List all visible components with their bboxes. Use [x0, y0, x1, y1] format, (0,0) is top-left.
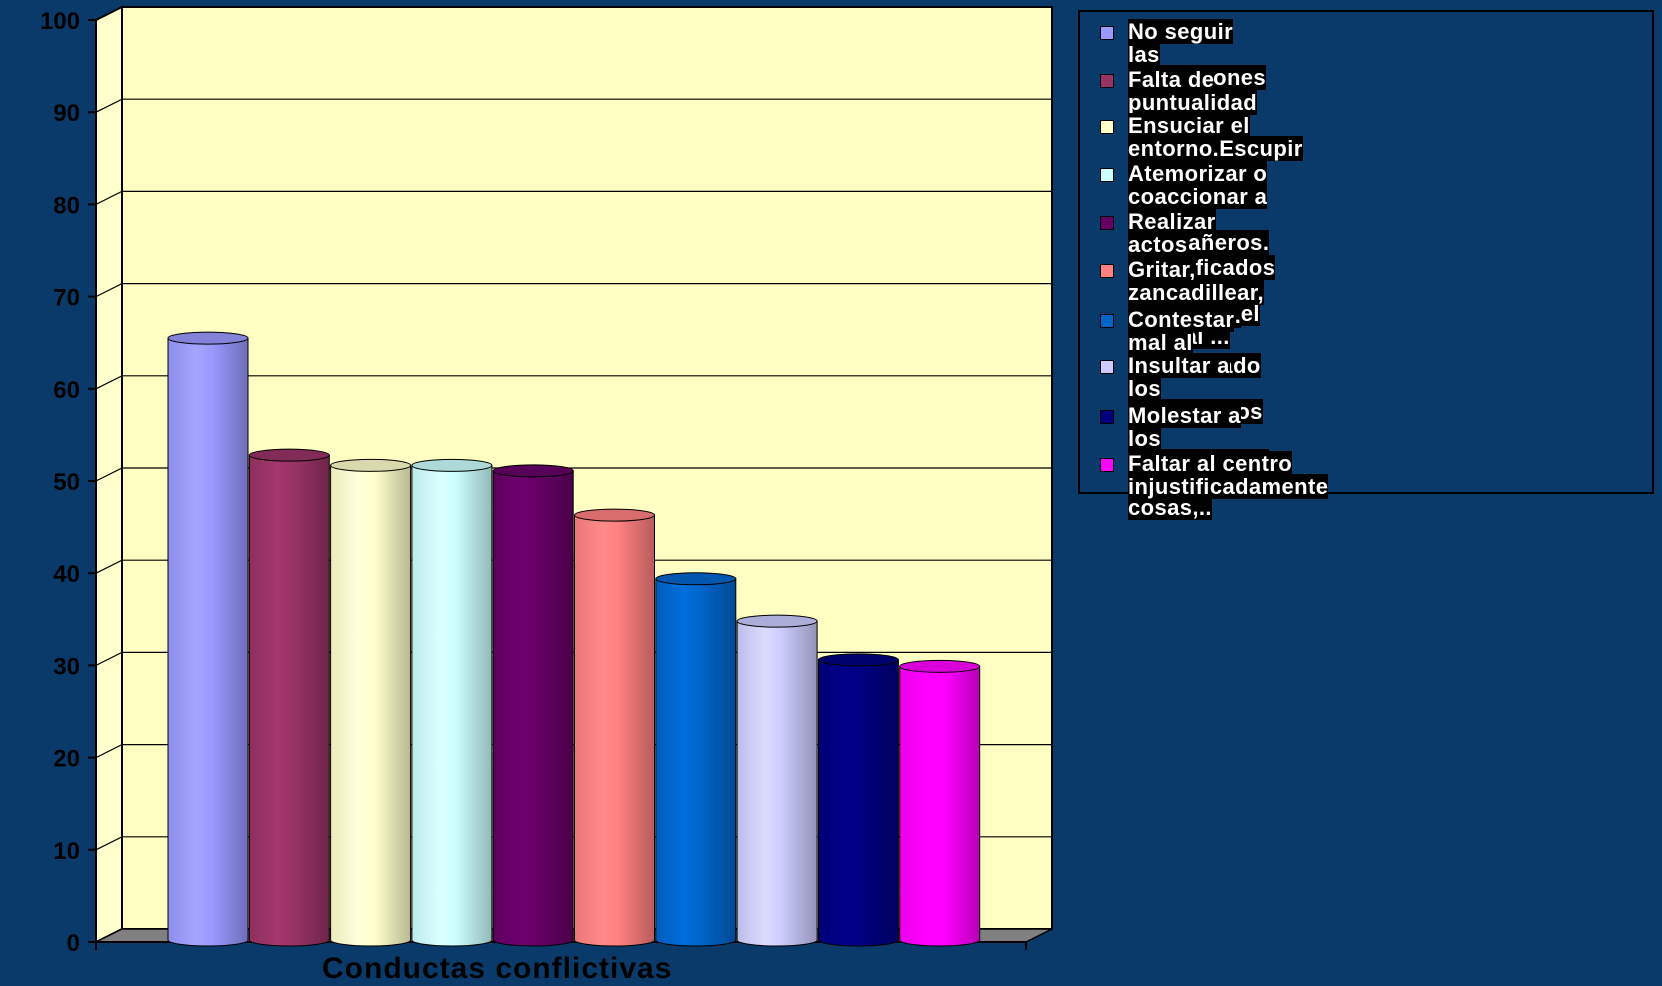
gridline	[95, 190, 1052, 205]
bar	[574, 514, 655, 947]
bar	[655, 578, 737, 947]
legend-swatch	[1100, 264, 1114, 278]
y-tick-label: 70	[53, 285, 80, 312]
legend-label: Faltar al centro injustificadamente	[1128, 451, 1329, 499]
gridline	[95, 283, 1052, 298]
bar-top	[899, 659, 981, 673]
legend-swatch	[1100, 216, 1114, 230]
legend-swatch	[1100, 458, 1114, 472]
bar-top	[167, 331, 249, 345]
y-tick-label: 30	[53, 653, 80, 680]
bar	[899, 665, 981, 947]
legend-swatch	[1100, 74, 1114, 88]
legend-swatch	[1100, 360, 1114, 374]
bar	[817, 659, 899, 947]
bar-top	[492, 464, 574, 478]
gridline	[95, 98, 1052, 113]
legend-label: Falta de puntualidad	[1128, 67, 1258, 115]
gridline	[95, 559, 1052, 574]
bar	[411, 464, 493, 947]
bar	[492, 470, 574, 947]
y-tick-label: 0	[67, 930, 80, 957]
y-tick-label: 90	[53, 100, 80, 127]
legend: No seguir las indicaciones delprofesorFa…	[1078, 10, 1654, 520]
bar	[330, 464, 412, 947]
gridline	[95, 467, 1052, 482]
y-tick-label: 40	[53, 561, 80, 588]
bar-top	[655, 572, 737, 586]
bar-top	[574, 508, 655, 522]
legend-swatch	[1100, 120, 1114, 134]
y-tick-label: 100	[40, 8, 80, 35]
bar	[167, 337, 249, 947]
bar	[248, 454, 330, 947]
gridline	[95, 6, 1052, 21]
legend-swatch	[1100, 314, 1114, 328]
legend-swatch	[1100, 26, 1114, 40]
bar-top	[736, 614, 818, 628]
y-tick-label: 60	[53, 377, 80, 404]
y-tick-label: 50	[53, 469, 80, 496]
bar-top	[411, 458, 493, 472]
y-tick-label: 10	[53, 838, 80, 865]
y-tick-label: 80	[53, 192, 80, 219]
x-axis-label: Conductas conflictivas	[322, 952, 673, 985]
gridline	[95, 375, 1052, 390]
bar	[736, 620, 818, 947]
bar-top	[330, 458, 412, 472]
y-tick-label: 20	[53, 746, 80, 773]
legend-swatch	[1100, 168, 1114, 182]
bar-top	[817, 653, 899, 667]
bar-top	[248, 448, 330, 462]
legend-swatch	[1100, 410, 1114, 424]
